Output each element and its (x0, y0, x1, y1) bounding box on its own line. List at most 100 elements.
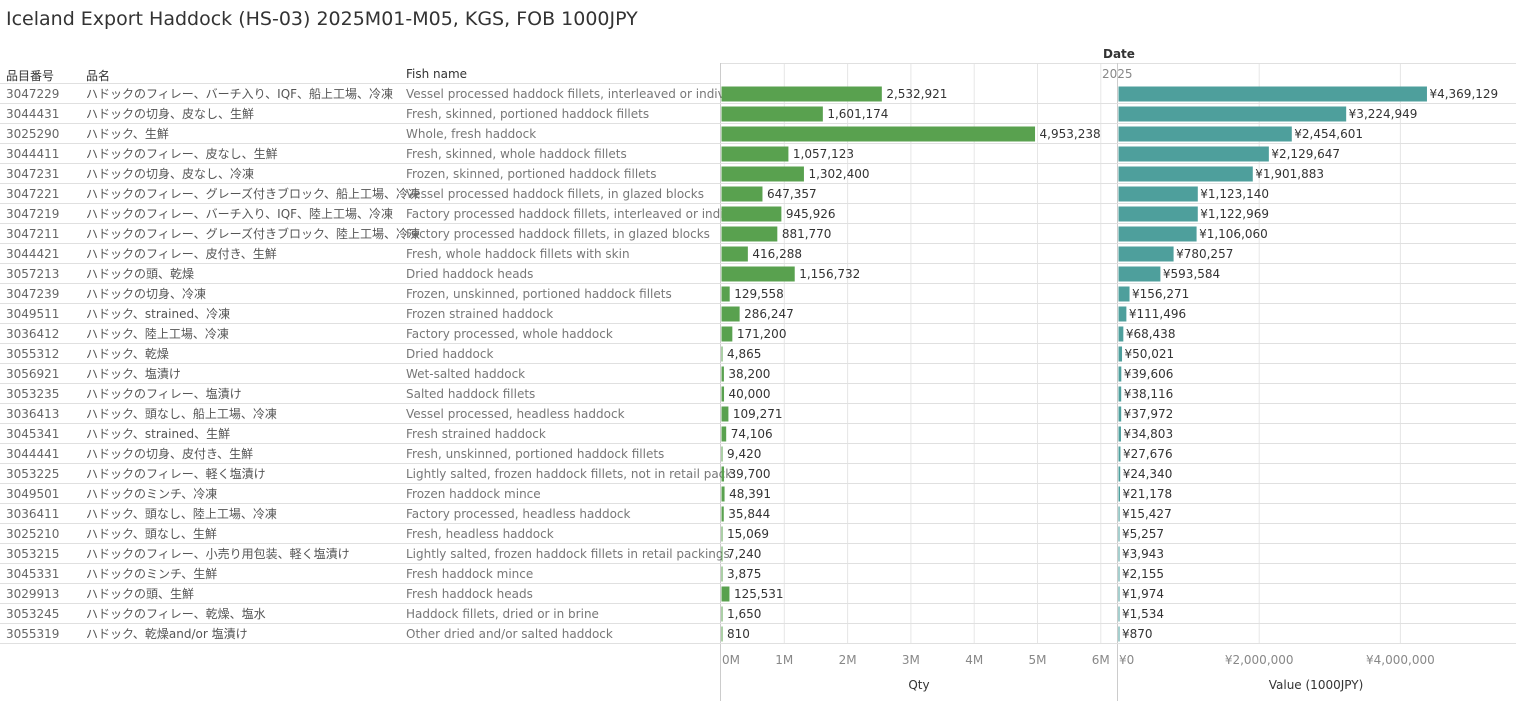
value-data-label: ¥870 (1122, 627, 1153, 641)
value-bar[interactable] (1118, 606, 1120, 622)
qty-bar[interactable] (721, 246, 748, 262)
qty-bar[interactable] (721, 146, 789, 162)
row-code: 3057213 (6, 267, 59, 281)
qty-bar[interactable] (721, 386, 725, 402)
qty-bar[interactable] (721, 626, 723, 642)
value-bar[interactable] (1118, 486, 1120, 502)
value-bar[interactable] (1118, 166, 1253, 182)
value-bar[interactable] (1118, 346, 1123, 362)
value-bar[interactable] (1118, 466, 1121, 482)
qty-data-label: 125,531 (734, 587, 784, 601)
qty-bar[interactable] (721, 266, 795, 282)
value-bar[interactable] (1118, 546, 1120, 562)
value-bar[interactable] (1118, 506, 1120, 522)
row-code: 3056921 (6, 367, 59, 381)
qty-bar[interactable] (721, 546, 723, 562)
row-fish-name: Dried haddock heads (406, 267, 533, 281)
qty-data-label: 945,926 (786, 207, 836, 221)
value-bar[interactable] (1118, 86, 1427, 102)
qty-data-label: 109,271 (733, 407, 783, 421)
value-bar[interactable] (1118, 446, 1121, 462)
value-bar[interactable] (1118, 186, 1198, 202)
fish-name-column-header[interactable]: Fish name (406, 67, 468, 81)
value-data-label: ¥2,129,647 (1271, 147, 1340, 161)
row-fish-name: Factory processed haddock fillets, inter… (406, 207, 737, 221)
qty-data-label: 35,844 (728, 507, 770, 521)
row-fish-name: Haddock fillets, dried or in brine (406, 607, 599, 621)
qty-data-label: 129,558 (734, 287, 784, 301)
code-column-header[interactable]: 品目番号 (6, 69, 55, 83)
qty-bar[interactable] (721, 446, 723, 462)
value-bar[interactable] (1118, 526, 1120, 542)
value-bar[interactable] (1118, 326, 1124, 342)
qty-bar[interactable] (721, 86, 882, 102)
value-bar[interactable] (1118, 146, 1269, 162)
qty-bar[interactable] (721, 306, 740, 322)
qty-data-label: 416,288 (752, 247, 802, 261)
qty-tick-label: 4M (965, 653, 983, 667)
value-data-label: ¥24,340 (1123, 467, 1173, 481)
value-bar[interactable] (1118, 266, 1161, 282)
value-bar[interactable] (1118, 566, 1120, 582)
value-bar[interactable] (1118, 626, 1120, 642)
qty-bar[interactable] (721, 346, 723, 362)
value-bar[interactable] (1118, 586, 1120, 602)
qty-bar[interactable] (721, 166, 804, 182)
row-code: 3044411 (6, 147, 59, 161)
value-bar[interactable] (1118, 246, 1174, 262)
row-fish-name: Fresh haddock heads (406, 587, 533, 601)
row-fish-name: Vessel processed haddock fillets, in gla… (406, 187, 704, 201)
qty-bar[interactable] (721, 406, 729, 422)
qty-bar[interactable] (721, 426, 727, 442)
row-name-ja: ハドックの切身、皮なし、生鮮 (86, 106, 254, 121)
value-bar[interactable] (1118, 366, 1122, 382)
row-name-ja: ハドック、乾燥 (86, 347, 169, 361)
value-data-label: ¥4,369,129 (1429, 87, 1498, 101)
row-name-ja: ハドック、乾燥and/or 塩漬け (86, 626, 248, 641)
row-fish-name: Fresh, headless haddock (406, 527, 554, 541)
row-code: 3036413 (6, 407, 59, 421)
name-ja-column-header[interactable]: 品名 (86, 69, 111, 83)
qty-bar[interactable] (721, 586, 730, 602)
qty-bar[interactable] (721, 226, 778, 242)
qty-bar[interactable] (721, 106, 823, 122)
value-data-label: ¥37,972 (1124, 407, 1174, 421)
row-fish-name: Vessel processed, headless haddock (406, 407, 625, 421)
qty-bar[interactable] (721, 186, 763, 202)
qty-bar[interactable] (721, 366, 724, 382)
value-data-label: ¥50,021 (1125, 347, 1175, 361)
row-code: 3044421 (6, 247, 59, 261)
qty-data-label: 1,302,400 (808, 167, 869, 181)
value-bar[interactable] (1118, 386, 1122, 402)
qty-bar[interactable] (721, 466, 725, 482)
qty-bar[interactable] (721, 526, 723, 542)
value-bar[interactable] (1118, 286, 1130, 302)
qty-bar[interactable] (721, 606, 723, 622)
row-name-ja: ハドック、strained、冷凍 (86, 307, 230, 321)
value-axis-title: Value (1000JPY) (1269, 678, 1364, 692)
value-bar[interactable] (1118, 206, 1198, 222)
row-code: 3029913 (6, 587, 59, 601)
row-name-ja: ハドック、頭なし、生鮮 (86, 527, 217, 541)
value-bar[interactable] (1118, 406, 1122, 422)
qty-bar[interactable] (721, 286, 730, 302)
qty-bar[interactable] (721, 326, 733, 342)
row-fish-name: Factory processed haddock fillets, in gl… (406, 227, 710, 241)
value-bar[interactable] (1118, 126, 1292, 142)
qty-bar[interactable] (721, 486, 725, 502)
qty-bar[interactable] (721, 206, 782, 222)
qty-bar[interactable] (721, 566, 723, 582)
value-bar[interactable] (1118, 226, 1197, 242)
value-data-label: ¥1,974 (1122, 587, 1164, 601)
row-fish-name: Wet-salted haddock (406, 367, 525, 381)
value-bar[interactable] (1118, 306, 1127, 322)
row-name-ja: ハドック、頭なし、船上工場、冷凍 (86, 407, 277, 421)
qty-bar[interactable] (721, 126, 1036, 142)
qty-bar[interactable] (721, 506, 724, 522)
row-code: 3047239 (6, 287, 59, 301)
value-bar[interactable] (1118, 106, 1347, 122)
row-name-ja: ハドック、塩漬け (86, 366, 181, 381)
value-tick-label: ¥0 (1119, 653, 1134, 667)
value-bar[interactable] (1118, 426, 1121, 442)
